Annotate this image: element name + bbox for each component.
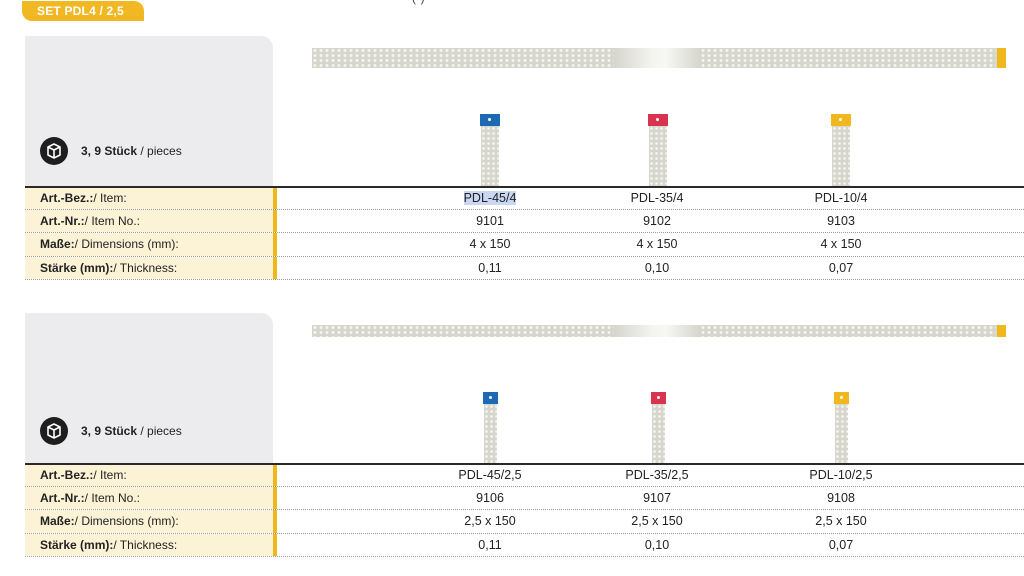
table-cell: 4 x 150 (636, 237, 678, 252)
top-fragment-text: (*) (412, 0, 425, 5)
table-cell: 2,5 x 150 (464, 514, 516, 529)
tool-image-blue (480, 114, 500, 186)
table-cell: 9102 (643, 213, 671, 228)
product-section-pdl2-5: 3, 9 Stück / pieces Art.-Bez.: / Item: P… (0, 313, 1024, 576)
table-cell: 0,10 (644, 260, 670, 275)
pieces-unit: / pieces (137, 144, 182, 158)
pieces-info: 3, 9 Stück / pieces (40, 137, 182, 165)
row-label-en: / Item: (93, 468, 127, 483)
package-box-icon (40, 137, 68, 165)
row-label-en: / Item: (93, 191, 127, 206)
set-badge: SET PDL4 / 2,5 (22, 1, 144, 21)
pieces-count: 3, 9 Stück (81, 424, 138, 438)
row-label: Stärke (mm): (40, 260, 114, 275)
table-cell: 2,5 x 150 (815, 514, 867, 529)
tool-image-blue (483, 392, 498, 463)
table-cell: 9103 (827, 213, 855, 228)
spec-table: Art.-Bez.: / Item: PDL-45/2,5 PDL-35/2,5… (25, 463, 1024, 557)
table-cell: 0,07 (828, 537, 854, 552)
table-row-thickness: Stärke (mm): / Thickness: 0,11 0,10 0,07 (25, 533, 1024, 557)
table-cell: 0,10 (644, 537, 670, 552)
pieces-unit: / pieces (137, 424, 182, 438)
row-label: Art.-Nr.: (40, 213, 85, 228)
table-cell: PDL-45/2,5 (458, 468, 522, 483)
strip-image (312, 48, 1006, 68)
table-cell: 0,11 (478, 260, 502, 275)
row-label-en: / Item No.: (84, 213, 141, 228)
row-label: Stärke (mm): (40, 537, 114, 552)
table-row-item-no: Art.-Nr.: / Item No.: 9106 9107 9108 (25, 486, 1024, 510)
package-box-icon (40, 417, 68, 445)
table-cell: 9108 (827, 490, 855, 505)
table-cell: 4 x 150 (820, 237, 862, 252)
table-cell: PDL-35/4 (630, 191, 684, 206)
row-label: Art.-Bez.: (40, 191, 94, 206)
table-row-thickness: Stärke (mm): / Thickness: 0,11 0,10 0,07 (25, 256, 1024, 280)
table-row-dimensions: Maße: / Dimensions (mm): 2,5 x 150 2,5 x… (25, 510, 1024, 534)
table-row-item: Art.-Bez.: / Item: PDL-45/2,5 PDL-35/2,5… (25, 463, 1024, 487)
table-cell: 9107 (643, 490, 671, 505)
table-cell: PDL-35/2,5 (625, 468, 689, 483)
table-cell: 2,5 x 150 (631, 514, 683, 529)
header-panel (25, 36, 273, 186)
table-row-item-no: Art.-Nr.: / Item No.: 9101 9102 9103 (25, 209, 1024, 233)
row-label-en: / Dimensions (mm): (74, 514, 179, 529)
row-label-en: / Thickness: (113, 537, 178, 552)
row-label-en: / Dimensions (mm): (74, 237, 179, 252)
row-label: Maße: (40, 514, 75, 529)
table-cell: PDL-10/4 (814, 191, 868, 206)
table-row-item: Art.-Bez.: / Item: PDL-45/4 PDL-35/4 PDL… (25, 186, 1024, 210)
table-cell: PDL-10/2,5 (809, 468, 873, 483)
tool-image-red (648, 114, 668, 186)
table-cell: 0,07 (828, 260, 854, 275)
tool-image-red (651, 392, 666, 463)
row-label-en: / Thickness: (113, 260, 178, 275)
row-label: Maße: (40, 237, 75, 252)
pieces-count: 3, 9 Stück (81, 144, 138, 158)
tool-image-yellow (834, 392, 849, 463)
table-cell: PDL-45/4 (463, 191, 517, 206)
strip-image (312, 325, 1006, 337)
table-row-dimensions: Maße: / Dimensions (mm): 4 x 150 4 x 150… (25, 233, 1024, 257)
table-cell: 4 x 150 (469, 237, 511, 252)
pieces-info: 3, 9 Stück / pieces (40, 417, 182, 445)
header-panel (25, 313, 273, 463)
product-section-pdl4: 3, 9 Stück / pieces Art.-Bez.: / Item: P… (0, 36, 1024, 306)
table-cell: 0,11 (478, 537, 502, 552)
row-label: Art.-Nr.: (40, 490, 85, 505)
row-label: Art.-Bez.: (40, 468, 94, 483)
tool-image-yellow (831, 114, 851, 186)
table-cell: 9106 (476, 490, 504, 505)
row-label-en: / Item No.: (84, 490, 141, 505)
spec-table: Art.-Bez.: / Item: PDL-45/4 PDL-35/4 PDL… (25, 186, 1024, 280)
table-cell: 9101 (476, 213, 504, 228)
